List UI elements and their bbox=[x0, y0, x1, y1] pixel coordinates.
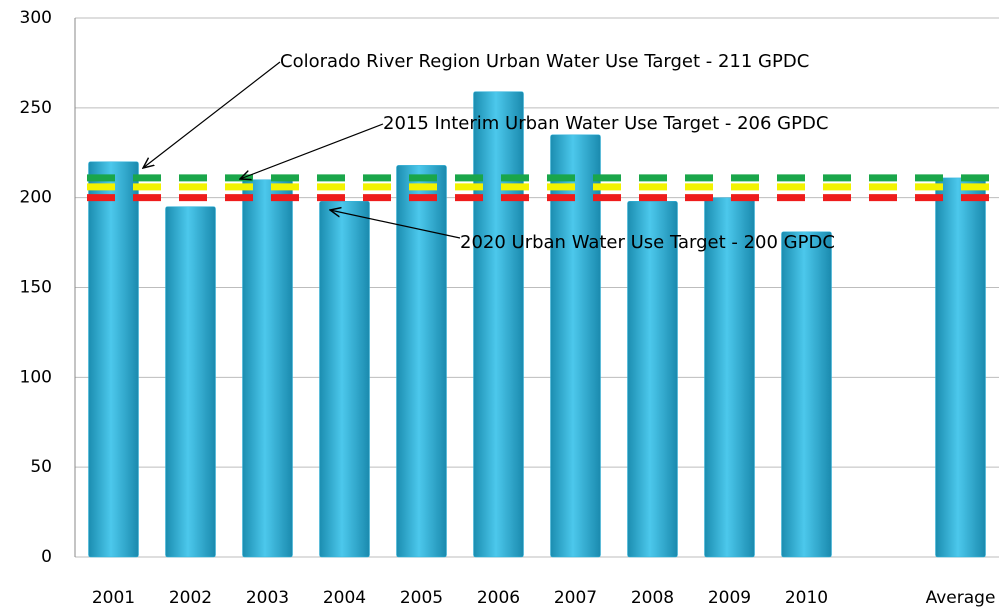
bar bbox=[627, 201, 678, 558]
arrow bbox=[240, 123, 384, 179]
annotation: 2020 Urban Water Use Target - 200 GPDC bbox=[460, 232, 835, 253]
x-tick-label: 2001 bbox=[92, 588, 135, 608]
reference-lines bbox=[87, 174, 991, 202]
x-tick-label: 2002 bbox=[169, 588, 212, 608]
x-tick-label: 2005 bbox=[400, 588, 443, 608]
arrow bbox=[330, 210, 461, 239]
bar bbox=[242, 179, 293, 558]
annotation: Colorado River Region Urban Water Use Ta… bbox=[280, 51, 809, 72]
annotation: 2015 Interim Urban Water Use Target - 20… bbox=[383, 113, 828, 134]
bar bbox=[704, 197, 755, 558]
x-tick-label: 2009 bbox=[708, 588, 751, 608]
bar bbox=[550, 134, 601, 558]
y-tick-label: 50 bbox=[30, 457, 52, 477]
y-tick-label: 200 bbox=[20, 188, 52, 208]
bar bbox=[319, 201, 370, 558]
y-tick-label: 100 bbox=[20, 367, 52, 387]
x-tick-label: 2006 bbox=[477, 588, 520, 608]
x-tick-label: 2003 bbox=[246, 588, 289, 608]
bar bbox=[781, 231, 832, 558]
x-tick-label: 2004 bbox=[323, 588, 366, 608]
x-tick-label: 2007 bbox=[554, 588, 597, 608]
x-tick-label: 2010 bbox=[785, 588, 828, 608]
bar bbox=[396, 165, 447, 558]
y-tick-label: 250 bbox=[20, 98, 52, 118]
annotation-arrows bbox=[143, 61, 461, 239]
x-tick-label: Average bbox=[926, 588, 996, 608]
y-tick-label: 150 bbox=[20, 278, 52, 298]
x-tick-label: 2008 bbox=[631, 588, 674, 608]
bar bbox=[165, 206, 216, 558]
y-tick-label: 0 bbox=[41, 547, 52, 567]
bar bbox=[88, 161, 139, 558]
bar bbox=[473, 91, 524, 558]
bar bbox=[935, 177, 986, 558]
bars bbox=[88, 91, 986, 558]
y-tick-label: 300 bbox=[20, 8, 52, 28]
arrow bbox=[143, 61, 281, 168]
